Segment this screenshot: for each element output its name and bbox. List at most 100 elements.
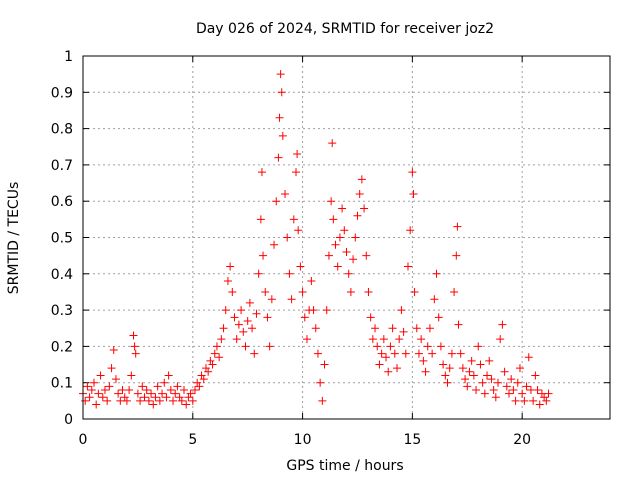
data-point: [140, 393, 149, 402]
data-point: [277, 88, 286, 97]
data-point: [419, 356, 428, 365]
data-point: [324, 251, 333, 260]
data-point: [208, 360, 217, 369]
data-point: [504, 389, 513, 398]
y-tick-label: 0.8: [51, 122, 73, 138]
data-point: [274, 153, 283, 162]
data-point: [285, 269, 294, 278]
data-point: [195, 382, 204, 391]
data-point: [397, 306, 406, 315]
data-point: [85, 393, 94, 402]
data-point: [487, 375, 496, 384]
data-point: [175, 393, 184, 402]
data-point: [206, 356, 215, 365]
data-point: [129, 331, 138, 340]
data-point: [368, 335, 377, 344]
data-point: [272, 197, 281, 206]
data-point: [496, 335, 505, 344]
data-point: [309, 306, 318, 315]
data-point: [417, 335, 426, 344]
data-point: [278, 131, 287, 140]
data-point: [524, 353, 533, 362]
data-point: [153, 382, 162, 391]
data-point: [472, 385, 481, 394]
data-point: [476, 360, 485, 369]
data-point: [434, 313, 443, 322]
data-point: [390, 349, 399, 358]
data-point: [409, 189, 418, 198]
data-point: [461, 375, 470, 384]
data-point: [197, 371, 206, 380]
data-point: [386, 342, 395, 351]
data-point: [114, 389, 123, 398]
data-point: [333, 262, 342, 271]
data-point: [507, 375, 516, 384]
data-point: [215, 353, 224, 362]
data-point: [328, 139, 337, 148]
data-point: [228, 287, 237, 296]
data-point: [436, 342, 445, 351]
data-point: [94, 389, 103, 398]
data-point: [366, 313, 375, 322]
y-tick-label: 0.9: [51, 85, 73, 101]
data-point: [360, 204, 369, 213]
data-point: [149, 400, 158, 409]
data-point: [382, 353, 391, 362]
data-point: [92, 400, 101, 409]
y-tick-label: 1: [64, 49, 73, 65]
data-point: [458, 364, 467, 373]
data-point: [184, 393, 193, 402]
data-point: [275, 113, 284, 122]
data-point: [395, 335, 404, 344]
data-point: [414, 349, 423, 358]
data-point: [377, 349, 386, 358]
data-point: [87, 385, 96, 394]
data-point: [513, 378, 522, 387]
data-point: [520, 396, 529, 405]
data-point: [322, 306, 331, 315]
data-point: [182, 400, 191, 409]
data-point: [401, 349, 410, 358]
data-point: [342, 248, 351, 257]
data-point: [307, 277, 316, 286]
data-point: [511, 396, 520, 405]
data-point: [412, 324, 421, 333]
data-point: [162, 393, 171, 402]
data-point: [186, 389, 195, 398]
data-point: [105, 382, 114, 391]
data-point: [138, 382, 147, 391]
data-point: [201, 364, 210, 373]
data-point: [283, 233, 292, 242]
data-point: [193, 378, 202, 387]
data-point: [403, 262, 412, 271]
data-point: [226, 262, 235, 271]
data-point: [453, 222, 462, 231]
data-point: [439, 360, 448, 369]
data-point: [509, 385, 518, 394]
data-point: [346, 287, 355, 296]
data-point: [100, 385, 109, 394]
data-point: [483, 371, 492, 380]
data-point: [177, 396, 186, 405]
data-point: [190, 385, 199, 394]
data-point: [298, 287, 307, 296]
data-point: [261, 287, 270, 296]
data-point: [130, 342, 139, 351]
data-point: [219, 324, 228, 333]
data-point: [327, 197, 336, 206]
data-point: [393, 364, 402, 373]
x-tick-label: 20: [513, 432, 531, 448]
data-point: [364, 287, 373, 296]
data-point: [502, 382, 511, 391]
data-point: [151, 393, 160, 402]
data-point: [316, 378, 325, 387]
data-point: [239, 327, 248, 336]
data-point: [535, 400, 544, 409]
data-point: [89, 378, 98, 387]
data-point: [180, 385, 189, 394]
data-point: [375, 360, 384, 369]
data-point: [111, 375, 120, 384]
data-point: [320, 360, 329, 369]
data-point: [155, 396, 164, 405]
data-point: [454, 320, 463, 329]
